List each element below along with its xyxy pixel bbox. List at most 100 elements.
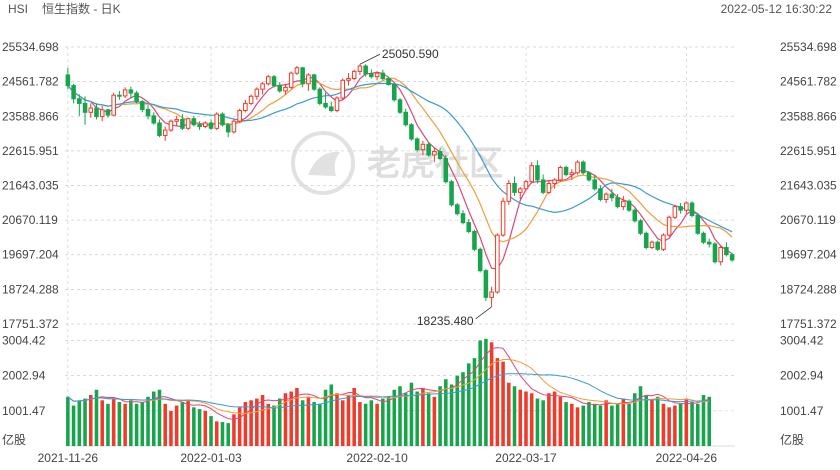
candle-body — [225, 124, 231, 133]
candle-body — [174, 118, 179, 122]
candle-body — [197, 124, 202, 128]
candle — [603, 192, 609, 204]
candle-body — [552, 179, 557, 184]
candle-body — [684, 202, 689, 211]
candle-body — [380, 72, 386, 79]
volume-bar — [83, 398, 87, 446]
candle-body — [140, 101, 145, 110]
price-tick-right: 17751.372 — [780, 317, 837, 331]
volume-bar — [655, 396, 660, 446]
candle — [672, 204, 678, 220]
candle-body — [472, 231, 477, 250]
volume-bar — [186, 400, 190, 446]
candle — [592, 174, 597, 191]
date-tick: 2022-01-03 — [180, 451, 242, 465]
candle — [248, 94, 254, 106]
price-tick-left: 21643.035 — [2, 179, 59, 193]
candle — [706, 238, 712, 248]
candle-body — [626, 200, 632, 211]
candle — [472, 229, 477, 252]
candle-body — [306, 74, 311, 85]
candle-body — [655, 241, 660, 250]
volume-bar — [363, 403, 368, 446]
candle — [563, 165, 569, 177]
volume-ma20-line — [67, 373, 710, 409]
candle — [632, 208, 638, 223]
candle — [500, 197, 506, 237]
volume-bar — [455, 375, 460, 446]
candle — [180, 114, 185, 131]
candle-body — [409, 124, 414, 140]
volume-bar — [300, 400, 305, 446]
candle-body — [162, 129, 168, 136]
volume-unit-left: 亿股 — [2, 432, 26, 447]
candle — [380, 69, 386, 81]
candle-body — [94, 107, 99, 118]
volume-bar — [346, 395, 351, 446]
candle-body — [420, 143, 426, 151]
symbol-label: HSI — [8, 2, 28, 16]
candle — [374, 71, 380, 81]
candle-body — [386, 77, 391, 86]
timestamp-label: 2022-05-12 16:30:22 — [721, 2, 833, 16]
candle-body — [689, 202, 695, 217]
volume-bar — [701, 395, 706, 446]
candle — [71, 83, 76, 104]
watermark-logo-mark-icon — [308, 151, 340, 176]
candle — [357, 64, 363, 75]
candle-body — [311, 74, 317, 90]
volume-tick-left: 3004.42 — [2, 333, 46, 347]
candle-body — [254, 88, 260, 97]
candle-body — [88, 107, 94, 113]
volume-bar — [340, 400, 345, 446]
volume-bar — [335, 393, 339, 446]
volume-bar — [100, 400, 104, 446]
volume-bars — [66, 338, 712, 446]
candle — [157, 119, 162, 138]
volume-bar — [524, 391, 528, 446]
candle-body — [500, 200, 506, 236]
volume-unit-right: 亿股 — [780, 432, 804, 447]
volume-bar — [403, 393, 408, 446]
volume-bar — [140, 402, 145, 446]
volume-bar — [575, 407, 580, 446]
candle-body — [397, 99, 403, 113]
price-tick-right: 23588.866 — [780, 109, 837, 123]
candle — [729, 252, 735, 262]
candle-body — [374, 72, 380, 78]
volume-bar — [558, 396, 563, 446]
volume-bar — [570, 403, 574, 446]
candle-body — [214, 113, 220, 129]
candle — [649, 240, 655, 250]
candle — [575, 160, 580, 175]
ma5-line — [67, 71, 733, 270]
ma20-line — [67, 82, 733, 233]
candle — [432, 147, 437, 163]
volume-bar — [518, 389, 523, 446]
volume-bar — [564, 402, 568, 446]
price-tick-left: 24561.782 — [2, 75, 59, 89]
volume-bar — [237, 407, 242, 446]
price-tick-right: 25534.698 — [780, 40, 837, 54]
candle — [512, 176, 517, 196]
candle — [220, 112, 225, 127]
candle — [117, 90, 122, 100]
volume-bar — [478, 340, 482, 446]
candle-body — [145, 108, 151, 117]
volume-bar — [696, 403, 700, 446]
candle — [386, 76, 391, 86]
watermark-text: 老虎社区 — [367, 145, 503, 183]
candle — [580, 160, 586, 175]
candle — [277, 82, 283, 93]
candle-body — [168, 120, 174, 131]
volume-bar — [627, 403, 631, 446]
candle — [414, 137, 420, 152]
volume-bar — [650, 400, 654, 446]
volume-bar — [587, 402, 591, 446]
candle — [254, 87, 260, 100]
candle — [535, 160, 540, 184]
candle — [689, 201, 695, 218]
candle-body — [248, 95, 254, 104]
candle-body — [180, 118, 185, 129]
volume-bar — [157, 389, 162, 446]
